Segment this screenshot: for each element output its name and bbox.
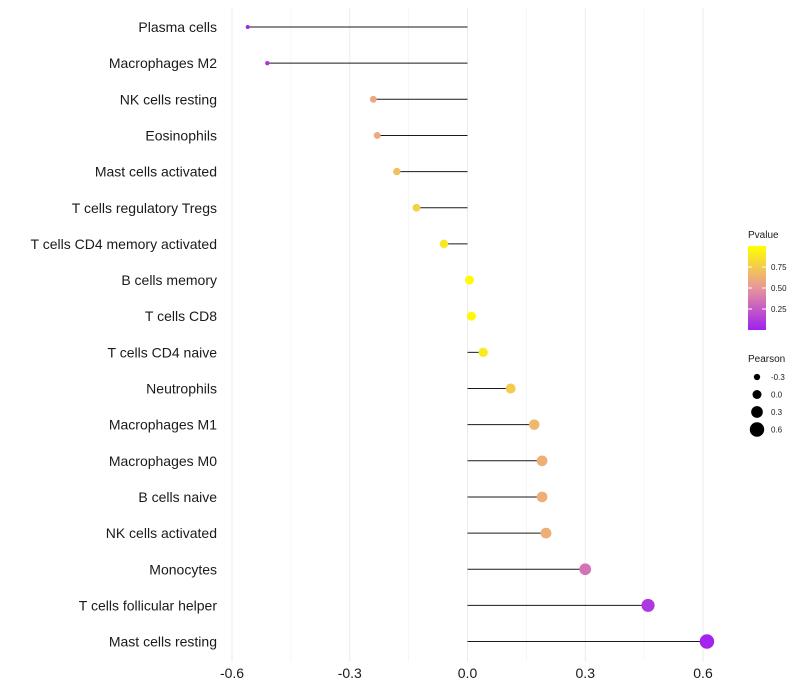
data-point bbox=[536, 491, 548, 503]
category-label: Monocytes bbox=[149, 561, 217, 577]
data-point bbox=[464, 275, 474, 285]
colorbar-tick-label: 0.75 bbox=[771, 263, 787, 272]
pearson-size-legend: -0.3 0.0 0.3 0.6 bbox=[749, 373, 785, 437]
data-point bbox=[536, 455, 548, 467]
category-label: T cells follicular helper bbox=[79, 597, 218, 613]
size-legend-label: 0.3 bbox=[771, 408, 783, 417]
category-label: Plasma cells bbox=[138, 19, 217, 35]
category-label: T cells CD4 memory activated bbox=[31, 236, 217, 252]
size-legend-point bbox=[753, 373, 761, 381]
size-legend-point bbox=[752, 390, 762, 399]
category-label: Macrophages M0 bbox=[109, 453, 217, 469]
category-label: Mast cells resting bbox=[109, 634, 217, 650]
category-label: Macrophages M2 bbox=[109, 55, 217, 71]
data-point bbox=[393, 167, 401, 176]
data-point bbox=[373, 131, 381, 139]
legend: Pvalue 0.25 0.50 0.75 Pearson -0.3 0.0 0.3 0.… bbox=[748, 230, 787, 437]
data-point bbox=[265, 60, 270, 66]
category-label: T cells CD8 bbox=[145, 308, 217, 324]
x-tick-label: -0.6 bbox=[220, 665, 244, 681]
pvalue-legend-title: Pvalue bbox=[748, 230, 779, 241]
category-label: NK cells activated bbox=[106, 525, 217, 541]
data-point bbox=[579, 563, 592, 576]
x-tick-label: -0.3 bbox=[338, 665, 362, 681]
data-point bbox=[540, 527, 552, 539]
category-labels: Plasma cells Macrophages M2 NK cells resti… bbox=[31, 19, 218, 650]
size-legend-label: 0.0 bbox=[771, 391, 783, 400]
data-point bbox=[505, 383, 516, 394]
category-label: B cells naive bbox=[138, 489, 217, 505]
data-point bbox=[466, 311, 476, 321]
colorbar-tick-label: 0.50 bbox=[771, 284, 787, 293]
lollipop-points bbox=[245, 25, 715, 649]
x-tick-label: 0.6 bbox=[693, 665, 713, 681]
size-legend-label: 0.6 bbox=[771, 426, 783, 435]
category-label: T cells CD4 naive bbox=[108, 344, 218, 360]
grid-lines bbox=[231, 8, 704, 662]
lollipop-stems bbox=[247, 26, 707, 643]
data-point bbox=[439, 239, 449, 249]
category-label: Eosinophils bbox=[145, 127, 217, 143]
category-label: Macrophages M1 bbox=[109, 417, 217, 433]
colorbar-tick-label: 0.25 bbox=[771, 305, 787, 314]
data-point bbox=[412, 203, 421, 212]
data-point bbox=[369, 95, 377, 103]
x-tick-label: 0.0 bbox=[458, 665, 478, 681]
x-tick-label: 0.3 bbox=[576, 665, 596, 681]
data-point bbox=[478, 347, 488, 358]
category-label: B cells memory bbox=[121, 272, 217, 288]
pvalue-colorbar-ticks: 0.25 0.50 0.75 bbox=[748, 263, 787, 314]
data-point bbox=[641, 598, 655, 612]
data-point bbox=[528, 419, 540, 430]
size-legend-point bbox=[751, 406, 763, 418]
category-label: Mast cells activated bbox=[95, 164, 217, 180]
pearson-legend-title: Pearson bbox=[748, 354, 785, 365]
data-point bbox=[245, 25, 250, 29]
pvalue-colorbar bbox=[748, 246, 766, 330]
x-tick-labels: -0.6 -0.3 0.0 0.3 0.6 bbox=[220, 665, 713, 681]
category-label: T cells regulatory Tregs bbox=[72, 200, 217, 216]
category-label: NK cells resting bbox=[120, 91, 217, 107]
data-point bbox=[699, 634, 715, 649]
size-legend-label: -0.3 bbox=[771, 373, 785, 382]
size-legend-point bbox=[749, 422, 765, 437]
category-label: Neutrophils bbox=[146, 381, 217, 397]
